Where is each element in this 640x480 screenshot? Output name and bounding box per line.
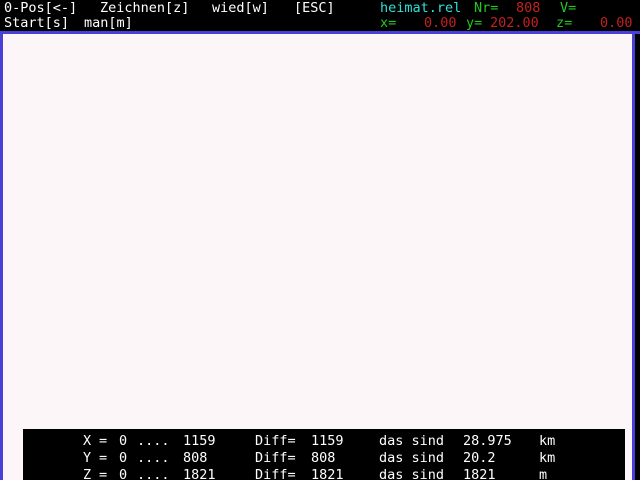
- info-z-diff-value: 1821: [311, 467, 344, 480]
- status-y: y=: [466, 15, 483, 31]
- info-row-x: X = 0.... 1159 Diff= 1159 das sind 28.975 km: [23, 433, 625, 450]
- viewport-border-left: [0, 31, 3, 480]
- info-y-diff-value: 808: [311, 450, 336, 466]
- status-z: z=: [556, 15, 573, 31]
- info-x-min: 0: [119, 433, 128, 449]
- info-y-min: 0: [119, 450, 128, 466]
- info-y-phrase: das sind: [379, 450, 445, 466]
- info-z-diff-label: Diff=: [255, 467, 296, 480]
- status-v: V=: [560, 0, 577, 16]
- info-z-eq: =: [99, 467, 108, 480]
- range-info-panel: X = 0.... 1159 Diff= 1159 das sind 28.975 km Y = 0…: [23, 429, 625, 480]
- info-z-max: 1821: [183, 467, 216, 480]
- menu-item-start-s[interactable]: Start[s]: [4, 15, 70, 31]
- info-y-amount: 20.2: [463, 450, 496, 466]
- info-x-dots: ....: [137, 433, 170, 449]
- status-0-00: 0.00: [600, 15, 633, 31]
- info-x-eq: =: [99, 433, 108, 449]
- status-0-00: 0.00: [424, 15, 457, 31]
- terrain-viewport[interactable]: X = 0.... 1159 Diff= 1159 das sind 28.975 km Y = 0…: [3, 34, 632, 480]
- info-y-eq: =: [99, 450, 108, 466]
- menu-bar-row-1: 0-Pos[<-] Zeichnen[z] wied[w] [ESC] heimat.r…: [0, 1, 640, 16]
- menu-bar: 0-Pos[<-] Zeichnen[z] wied[w] [ESC] heimat.r…: [0, 0, 640, 31]
- menu-item-esc[interactable]: [ESC]: [294, 0, 335, 16]
- status-808: 808: [516, 0, 541, 16]
- info-y-max: 808: [183, 450, 208, 466]
- info-z-phrase: das sind: [379, 467, 445, 480]
- info-y-unit: km: [539, 450, 556, 466]
- menu-bar-row-2: Start[s] man[m] x= 0.00 y= 202.00 z= 0.00: [0, 16, 640, 31]
- info-x-amount: 28.975: [463, 433, 512, 449]
- status-heimat-rel: heimat.rel: [380, 0, 462, 16]
- info-y-dots: ....: [137, 450, 170, 466]
- status-202-00: 202.00: [490, 15, 539, 31]
- menu-item-zeichnen-z[interactable]: Zeichnen[z]: [100, 0, 190, 16]
- menu-item-man-m[interactable]: man[m]: [84, 15, 133, 31]
- menu-item-0-pos[interactable]: 0-Pos[<-]: [4, 0, 78, 16]
- terrain-wireframe-mesh: [3, 34, 632, 480]
- info-z-dots: ....: [137, 467, 170, 480]
- info-y-diff-label: Diff=: [255, 450, 296, 466]
- info-z-min: 0: [119, 467, 128, 480]
- info-z-axis: Z: [83, 467, 92, 480]
- status-nr: Nr=: [474, 0, 499, 16]
- info-x-max: 1159: [183, 433, 216, 449]
- info-y-axis: Y: [83, 450, 92, 466]
- info-x-phrase: das sind: [379, 433, 445, 449]
- info-x-axis: X: [83, 433, 92, 449]
- info-x-diff-label: Diff=: [255, 433, 296, 449]
- info-x-unit: km: [539, 433, 556, 449]
- info-z-amount: 1821: [463, 467, 496, 480]
- viewport-border-top: [0, 31, 640, 34]
- status-x: x=: [380, 15, 397, 31]
- info-row-z: Z = 0.... 1821 Diff= 1821 das sind 1821 m: [23, 467, 625, 480]
- viewport-border-right: [632, 31, 635, 480]
- menu-item-wied-w[interactable]: wied[w]: [212, 0, 269, 16]
- info-z-unit: m: [539, 467, 548, 480]
- info-row-y: Y = 0.... 808 Diff= 808 das sind 20.2 km: [23, 450, 625, 467]
- info-x-diff-value: 1159: [311, 433, 344, 449]
